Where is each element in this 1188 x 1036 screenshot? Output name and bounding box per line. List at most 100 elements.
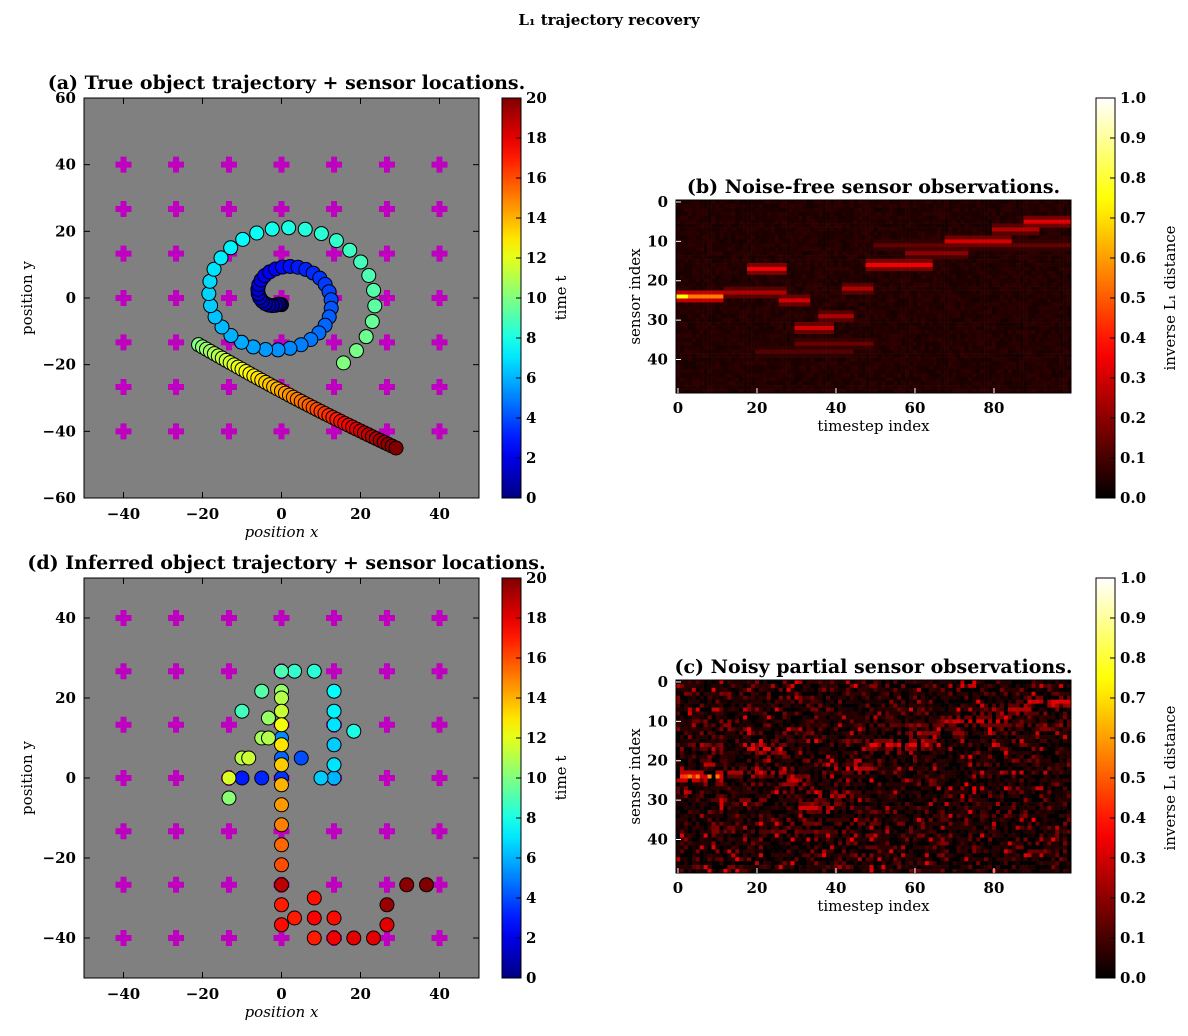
trajectory-point (367, 283, 381, 297)
colorbar-tick-label: 0.2 (1120, 409, 1146, 427)
x-tick-label: 0 (276, 505, 286, 523)
x-tick-label: 20 (350, 985, 371, 1003)
trajectory-point (275, 838, 289, 852)
trajectory-point (336, 356, 350, 370)
colorbar-tick-label: 0.5 (1120, 289, 1146, 307)
x-tick-label: −20 (186, 505, 219, 523)
y-tick-label: 20 (55, 689, 76, 707)
x-tick-label: 40 (429, 985, 450, 1003)
y-tick-label: 20 (647, 752, 668, 770)
panel-title: (d) Inferred object trajectory + sensor … (27, 552, 545, 574)
colorbar-tick-label: 2 (526, 449, 536, 467)
colorbar-tick-label: 0.6 (1120, 729, 1146, 747)
colorbar-label: inverse L₁ distance (1161, 225, 1179, 370)
trajectory-point (282, 221, 296, 235)
colorbar-label: time t (552, 276, 570, 321)
x-tick-label: 60 (905, 879, 926, 897)
trajectory-point (235, 771, 249, 785)
trajectory-point (275, 898, 289, 912)
y-tick-label: 20 (55, 222, 76, 240)
figure-title: L₁ trajectory recovery (518, 11, 701, 29)
colorbar-tick-label: 18 (526, 609, 547, 627)
trajectory-point (368, 299, 382, 313)
colorbar-tick-label: 14 (526, 689, 547, 707)
colorbar-tick-label: 8 (526, 329, 536, 347)
x-tick-label: 20 (747, 399, 768, 417)
x-tick-label: −40 (107, 505, 140, 523)
colorbar-tick-label: 14 (526, 209, 547, 227)
trajectory-point (314, 227, 328, 241)
colorbar-tick-label: 0 (526, 969, 536, 987)
colorbar-tick-label: 0.9 (1120, 609, 1146, 627)
y-tick-label: −20 (43, 356, 76, 374)
trajectory-point (275, 691, 289, 705)
y-tick-label: 30 (647, 791, 668, 809)
y-tick-label: −20 (43, 849, 76, 867)
y-tick-label: 40 (647, 351, 668, 369)
colorbar-tick-label: 16 (526, 169, 547, 187)
x-tick-label: 80 (984, 879, 1005, 897)
colorbar-label: time t (552, 756, 570, 801)
colorbar-tick-label: 1.0 (1120, 89, 1146, 107)
x-axis-label: position x (245, 523, 319, 541)
colorbar-tick-label: 0.5 (1120, 769, 1146, 787)
trajectory-point (365, 315, 379, 329)
colorbar-tick-label: 0.3 (1120, 849, 1146, 867)
trajectory-point (307, 911, 321, 925)
y-axis-label: position y (18, 741, 36, 815)
trajectory-point (314, 771, 328, 785)
x-tick-label: 20 (350, 505, 371, 523)
trajectory-point (224, 241, 238, 255)
y-tick-label: 40 (55, 609, 76, 627)
colorbar-tick-label: 0 (526, 489, 536, 507)
trajectory-point (329, 234, 343, 248)
trajectory-point (288, 911, 302, 925)
trajectory-point (327, 931, 341, 945)
trajectory-point (265, 222, 279, 236)
trajectory-point (419, 878, 433, 892)
trajectory-point (307, 931, 321, 945)
colorbar-tick-label: 0.6 (1120, 249, 1146, 267)
trajectory-point (261, 731, 275, 745)
trajectory-point (235, 704, 249, 718)
trajectory-point (275, 878, 289, 892)
panel-title: (b) Noise-free sensor observations. (687, 176, 1060, 198)
colorbar-tick-label: 0.8 (1120, 649, 1146, 667)
x-axis-label: timestep index (817, 897, 930, 915)
colorbar-tick-label: 1.0 (1120, 569, 1146, 587)
colorbar-tick-label: 0.0 (1120, 969, 1146, 987)
trajectory-point (327, 911, 341, 925)
trajectory-point (261, 711, 275, 725)
colorbar-tick-label: 0.8 (1120, 169, 1146, 187)
panel-title: (a) True object trajectory + sensor loca… (48, 72, 526, 94)
trajectory-point (236, 232, 250, 246)
trajectory-point (380, 898, 394, 912)
trajectory-point (327, 684, 341, 698)
trajectory-point (307, 664, 321, 678)
colorbar-tick-label: 0.2 (1120, 889, 1146, 907)
y-tick-label: 0 (658, 673, 668, 691)
colorbar-tick-label: 6 (526, 849, 536, 867)
trajectory-point (389, 441, 403, 455)
x-tick-label: 40 (826, 399, 847, 417)
x-tick-label: 40 (826, 879, 847, 897)
trajectory-point (222, 771, 236, 785)
colorbar-tick-label: 4 (526, 409, 536, 427)
trajectory-point (343, 243, 357, 257)
trajectory-point (327, 758, 341, 772)
x-tick-label: −40 (107, 985, 140, 1003)
y-tick-label: 0 (66, 289, 76, 307)
trajectory-point (288, 664, 302, 678)
trajectory-point (307, 891, 321, 905)
heatmap-cells (676, 200, 1071, 393)
colorbar-tick-label: 0.3 (1120, 369, 1146, 387)
colorbar-tick-label: 10 (526, 289, 547, 307)
trajectory-point (275, 798, 289, 812)
colorbar-tick-label: 0.9 (1120, 129, 1146, 147)
trajectory-point (275, 818, 289, 832)
trajectory-point (298, 222, 312, 236)
x-tick-label: 20 (747, 879, 768, 897)
